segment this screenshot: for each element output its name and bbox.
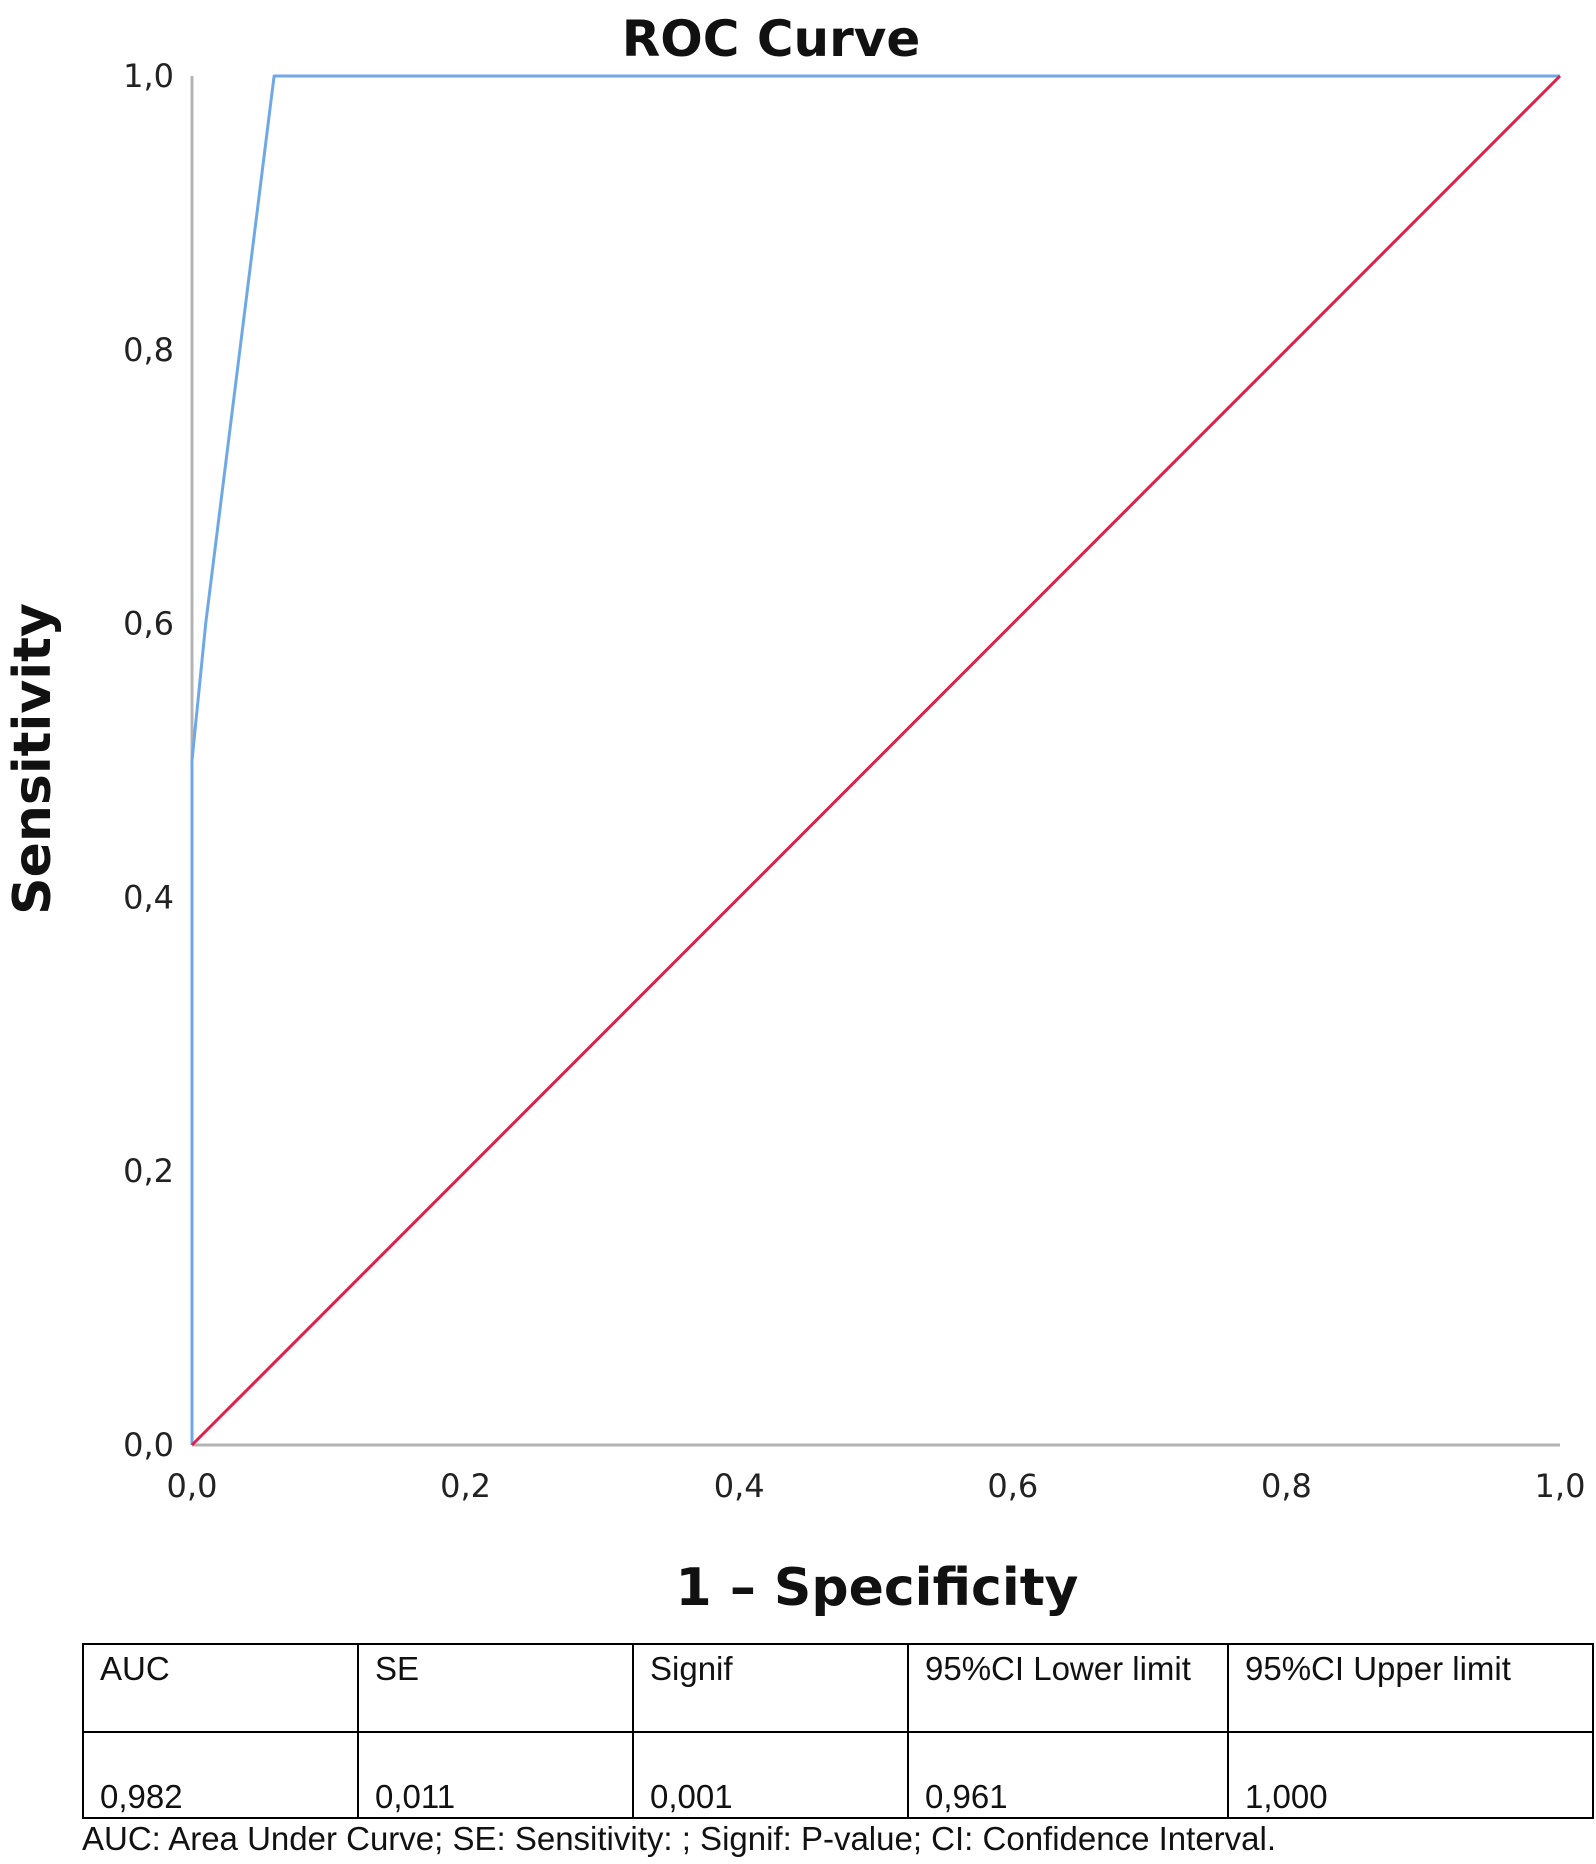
header-ci-upper: 95%CI Upper limit bbox=[1227, 1643, 1594, 1733]
y-tick-label: 1,0 bbox=[123, 57, 174, 95]
header-auc: AUC bbox=[82, 1643, 359, 1733]
header-se: SE bbox=[357, 1643, 634, 1733]
roc-chart: ROC Curve 0,0 0,2 0,4 0,6 0,8 1,0 0,0 0,2 0,4 0,6… bbox=[3, 10, 1585, 1618]
x-tick-label: 0,4 bbox=[714, 1467, 765, 1505]
chart-title: ROC Curve bbox=[622, 10, 921, 68]
chart-series bbox=[190, 74, 1562, 1447]
y-axis-title: Sensitivity bbox=[3, 603, 63, 915]
table-row: 0,982 0,011 0,001 0,961 1,000 bbox=[82, 1731, 1594, 1819]
x-axis-title: 1 – Specificity bbox=[676, 1558, 1079, 1618]
value-ci-lower: 0,961 bbox=[907, 1731, 1229, 1819]
x-tick-label: 0,6 bbox=[987, 1467, 1038, 1505]
reference-diagonal-line bbox=[190, 74, 1562, 1447]
x-tick-label: 0,0 bbox=[167, 1467, 218, 1505]
value-auc: 0,982 bbox=[82, 1731, 359, 1819]
y-tick-label: 0,8 bbox=[123, 331, 174, 369]
y-tick-label: 0,0 bbox=[123, 1426, 174, 1464]
auc-statistics-table: AUC SE Signif 95%CI Lower limit 95%CI Up… bbox=[82, 1643, 1594, 1819]
roc-curve-line bbox=[190, 74, 1560, 1445]
x-tick-label: 0,8 bbox=[1261, 1467, 1312, 1505]
x-tick-label: 1,0 bbox=[1535, 1467, 1586, 1505]
y-tick-label: 0,2 bbox=[123, 1152, 174, 1190]
y-tick-label: 0,6 bbox=[123, 605, 174, 643]
chart-tick-labels: 0,0 0,2 0,4 0,6 0,8 1,0 0,0 0,2 0,4 0,6 0,8 1,0 bbox=[123, 57, 1585, 1505]
x-tick-label: 0,2 bbox=[440, 1467, 491, 1505]
table-footnote: AUC: Area Under Curve; SE: Sensitivity: … bbox=[82, 1820, 1277, 1857]
value-ci-upper: 1,000 bbox=[1227, 1731, 1594, 1819]
value-se: 0,011 bbox=[357, 1731, 634, 1819]
header-signif: Signif bbox=[632, 1643, 909, 1733]
table-header-row: AUC SE Signif 95%CI Lower limit 95%CI Up… bbox=[82, 1643, 1594, 1733]
header-ci-lower: 95%CI Lower limit bbox=[907, 1643, 1229, 1733]
value-signif: 0,001 bbox=[632, 1731, 909, 1819]
y-tick-label: 0,4 bbox=[123, 878, 174, 916]
